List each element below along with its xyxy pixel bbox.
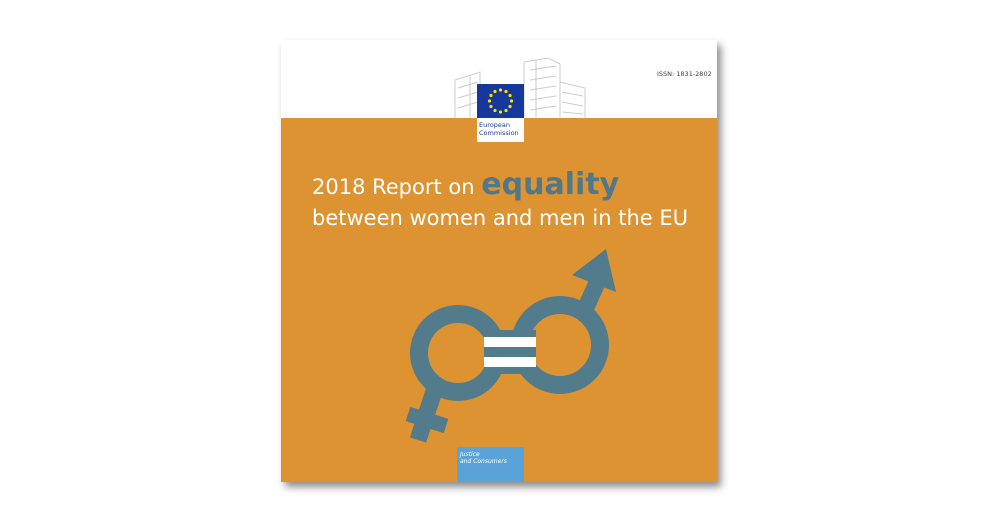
- cover-body: [281, 118, 717, 482]
- logo-label-bg: [477, 118, 524, 142]
- equal-bar: [484, 337, 536, 347]
- bridge: [484, 330, 536, 374]
- eu-star: [508, 93, 512, 98]
- logo-text: Commission: [479, 129, 519, 137]
- equality-symbol: [405, 249, 616, 443]
- footer-text: Justice: [459, 451, 480, 458]
- cover: European Commission ISSN: 1831-2802 2018…: [281, 40, 717, 482]
- eu-star: [504, 108, 508, 113]
- eu-star: [493, 108, 497, 113]
- issn: ISSN: 1831-2802: [657, 70, 712, 78]
- equal-bar: [484, 357, 536, 367]
- logo-text: European: [479, 121, 510, 129]
- title-emphasis: equality: [481, 167, 619, 202]
- title-line2: between women and men in the EU: [312, 206, 688, 230]
- title-line1: 2018 Report on equality: [312, 167, 620, 202]
- eu-stars: [487, 88, 514, 114]
- eu-star: [508, 104, 512, 109]
- female-cross: [405, 406, 449, 434]
- eu-star: [504, 89, 508, 94]
- eu-star: [493, 89, 497, 94]
- footer-text: and Consumers: [460, 458, 507, 465]
- eu-star: [489, 104, 493, 109]
- eu-star: [489, 93, 493, 98]
- eu-star: [498, 110, 503, 114]
- eu-star: [487, 99, 492, 103]
- male-arrow: [572, 249, 616, 292]
- logo-building: [454, 57, 586, 118]
- eu-star: [498, 88, 503, 92]
- footer-box: [457, 447, 524, 482]
- eu-star: [509, 99, 514, 103]
- title-prefix: 2018 Report on: [312, 175, 475, 199]
